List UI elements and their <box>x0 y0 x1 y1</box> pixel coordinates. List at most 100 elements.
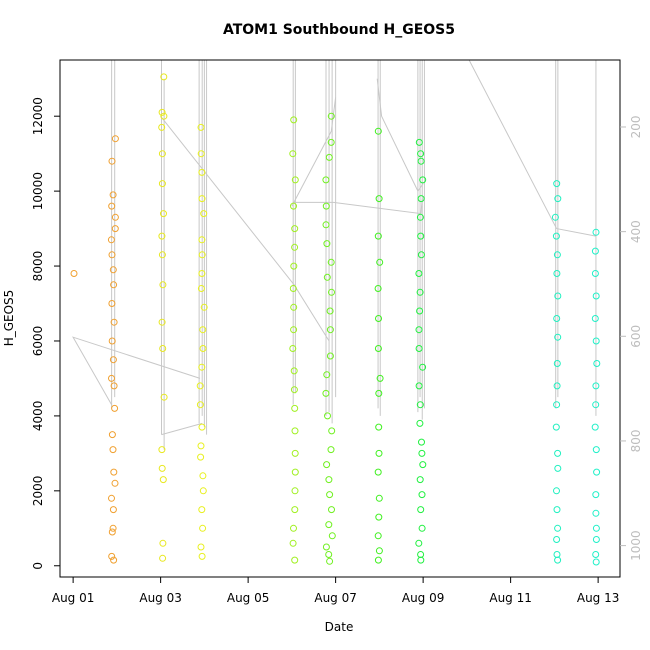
data-point-s2-2 <box>159 476 167 484</box>
data-point-s5-15 <box>326 326 334 334</box>
y-tick-label-0: 0 <box>31 562 45 570</box>
x-tick-label-5: Aug 11 <box>489 591 532 605</box>
data-point-s4-3 <box>291 506 299 514</box>
data-point-s3-0 <box>198 552 206 560</box>
data-point-s3-12 <box>199 345 207 352</box>
data-point-s6-2 <box>374 532 382 540</box>
data-point-s4-7 <box>291 427 299 435</box>
data-point-s8-4 <box>553 506 561 514</box>
data-point-s3-22 <box>197 150 205 158</box>
data-point-s6-11 <box>375 315 382 322</box>
data-point-s4-2 <box>290 524 297 532</box>
data-point-s4-6 <box>291 449 299 457</box>
data-point-s8-14 <box>554 292 562 300</box>
data-point-s1-17 <box>110 281 118 289</box>
x-tick-label-0: Aug 01 <box>52 591 95 605</box>
data-point-s6-6 <box>375 449 383 457</box>
data-point-s3-16 <box>198 270 206 277</box>
data-point-s1-5 <box>108 494 115 502</box>
data-point-s6-1 <box>375 547 383 555</box>
data-point-s1-22 <box>111 213 119 221</box>
data-point-s4-20 <box>289 150 297 158</box>
data-point-s5-7 <box>325 476 333 484</box>
data-point-s4-16 <box>291 243 299 251</box>
data-point-s4-5 <box>291 468 299 476</box>
data-point-s5-8 <box>323 461 331 469</box>
data-point-s8-16 <box>553 251 561 259</box>
data-point-s3-7 <box>197 442 205 450</box>
data-point-s4-12 <box>290 326 298 334</box>
data-point-s6-12 <box>374 285 382 292</box>
data-point-s3-4 <box>199 487 207 495</box>
chart-title: ATOM1 Southbound H_GEOS5 <box>223 22 455 38</box>
data-point-s1-19 <box>108 251 116 259</box>
data-point-s4-21 <box>290 116 298 124</box>
data-point-s5-26 <box>327 112 335 120</box>
data-point-s5-23 <box>322 176 330 184</box>
transit-line-6 <box>427 59 596 237</box>
data-point-s3-8 <box>198 423 206 431</box>
data-point-s2-10 <box>158 232 166 240</box>
data-point-s5-22 <box>322 202 330 210</box>
data-point-s9-11 <box>593 360 601 367</box>
data-point-s7-18 <box>415 270 423 277</box>
data-point-s7-17 <box>416 288 424 296</box>
data-point-s1-4 <box>109 506 117 514</box>
data-point-s9-17 <box>592 228 600 236</box>
data-point-s1-2 <box>108 528 116 536</box>
data-point-s7-5 <box>418 491 426 499</box>
data-point-s6-0 <box>374 556 382 564</box>
data-point-s4-9 <box>290 386 298 394</box>
x-tick-label-6: Aug 13 <box>577 591 620 605</box>
data-point-s8-20 <box>553 180 561 188</box>
data-point-s2-7 <box>158 318 166 326</box>
right-tick-label-4: 1000 <box>629 530 643 561</box>
data-point-s2-5 <box>160 393 168 401</box>
data-point-s1-0 <box>110 556 118 564</box>
data-point-s3-3 <box>198 506 206 514</box>
data-point-s3-2 <box>199 524 207 532</box>
data-point-s3-18 <box>198 236 206 244</box>
data-point-s8-15 <box>553 270 561 277</box>
data-point-s9-16 <box>591 247 599 255</box>
data-point-s1-18 <box>109 266 117 274</box>
data-point-s4-0 <box>291 556 299 564</box>
data-point-s4-1 <box>289 539 297 547</box>
point-layer <box>70 73 601 566</box>
data-point-s2-3 <box>158 464 166 472</box>
data-point-s9-9 <box>592 401 600 409</box>
data-point-s4-17 <box>291 225 299 233</box>
data-point-s1-6 <box>111 479 119 487</box>
data-point-s4-15 <box>290 262 298 270</box>
y-tick-label-4: 8000 <box>31 251 45 282</box>
data-point-s7-21 <box>416 213 424 221</box>
data-point-s8-11 <box>553 360 561 367</box>
data-point-s9-1 <box>592 551 600 558</box>
y-axis: 0 2000 4000 6000 8000 10000 12000 <box>31 97 60 570</box>
data-point-s1-14 <box>108 337 116 345</box>
data-point-s4-8 <box>291 404 299 412</box>
data-point-s6-3 <box>375 513 383 521</box>
data-point-s8-6 <box>554 464 562 472</box>
data-point-s7-12 <box>415 382 423 390</box>
x-tick-label-3: Aug 07 <box>314 591 357 605</box>
data-point-s8-1 <box>553 551 561 558</box>
x-tick-label-2: Aug 05 <box>227 591 270 605</box>
data-point-s7-15 <box>415 326 423 334</box>
data-point-s2-15 <box>160 112 168 120</box>
data-point-s8-9 <box>553 401 561 409</box>
data-point-s8-0 <box>554 556 562 564</box>
data-point-s1-15 <box>110 318 118 326</box>
data-point-s5-14 <box>326 352 334 360</box>
data-point-s1-9 <box>108 431 116 439</box>
data-point-s1-8 <box>109 446 117 454</box>
data-point-s7-6 <box>416 476 424 484</box>
transit-line-1 <box>161 422 203 436</box>
data-point-s9-15 <box>591 270 599 277</box>
data-point-s2-13 <box>158 150 166 158</box>
data-point-s1-12 <box>108 374 115 382</box>
data-point-s1-11 <box>110 382 118 390</box>
transit-line-3 <box>291 97 337 207</box>
data-point-s3-1 <box>197 543 205 551</box>
data-point-s5-20 <box>323 240 331 248</box>
